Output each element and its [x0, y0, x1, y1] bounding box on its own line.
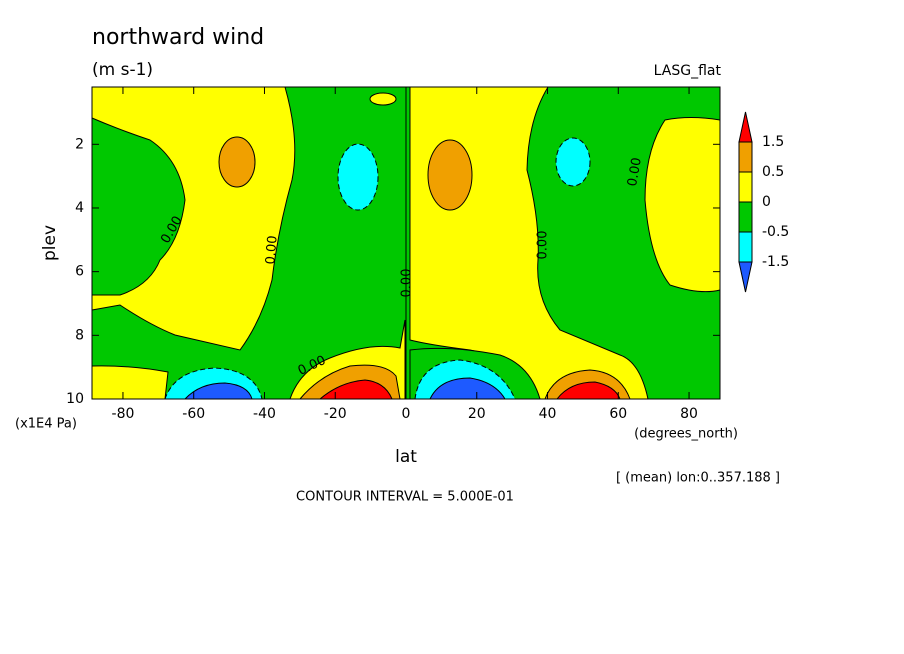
colorbar-label: 1.5 [762, 134, 784, 150]
contour-fill [369, 92, 397, 106]
contour-fill [318, 379, 393, 400]
y-tick-label: 6 [75, 264, 84, 280]
chart-title: northward wind [92, 25, 264, 50]
x-tick-label: -60 [182, 406, 205, 422]
colorbar-label: 0.5 [762, 164, 784, 180]
y-axis-label: plev [40, 225, 60, 261]
colorbar-box [738, 201, 753, 233]
y-tick-label: 4 [75, 200, 84, 216]
contour-fill [337, 143, 379, 211]
x-tick-label: 40 [539, 406, 557, 422]
contour-fill [427, 139, 473, 211]
x-tick-label: -40 [253, 406, 276, 422]
x-axis-label: lat [395, 447, 417, 467]
colorbar-arrow [738, 111, 753, 143]
chart-subtitle: (m s-1) [92, 60, 153, 80]
x-tick-label: -80 [112, 406, 135, 422]
colorbar-box [738, 171, 753, 203]
colorbar-label: 0 [762, 194, 771, 210]
y-tick-label: 10 [66, 391, 84, 407]
contour-interval: CONTOUR INTERVAL = 5.000E-01 [296, 490, 514, 505]
x-tick-label: 20 [468, 406, 486, 422]
contour-label: 0.00 [536, 231, 551, 260]
x-units: (degrees_north) [634, 427, 738, 442]
contour-label: 0.00 [625, 156, 645, 187]
region-note: [ (mean) lon:0..357.188 ] [616, 471, 780, 486]
dataset-label: LASG_flat [654, 63, 722, 79]
y-tick-label: 8 [75, 327, 84, 343]
y-tick-label: 2 [75, 136, 84, 152]
contour-fill [555, 381, 621, 400]
contour-label: 0.00 [263, 235, 280, 265]
colorbar-box [738, 141, 753, 173]
x-tick-label: 60 [609, 406, 627, 422]
colorbar-arrow [738, 261, 753, 293]
contour-fill [91, 117, 186, 296]
contour-fill [555, 137, 591, 187]
x-tick-label: 0 [402, 406, 411, 422]
contour-fill [644, 117, 721, 293]
contour-fill [183, 382, 253, 400]
x-tick-label: -20 [324, 406, 347, 422]
contour-label: 0.00 [400, 269, 415, 298]
y-units: (x1E4 Pa) [15, 417, 77, 432]
x-tick-label: 80 [680, 406, 698, 422]
contour-fill [91, 365, 169, 400]
colorbar-label: -1.5 [762, 254, 789, 270]
contour-fill [429, 377, 506, 400]
colorbar-label: -0.5 [762, 224, 789, 240]
colorbar-box [738, 231, 753, 263]
plot-area: 0.00 0.00 0.00 0.00 0.00 0.00 [91, 86, 721, 400]
contour-fill [218, 136, 256, 188]
